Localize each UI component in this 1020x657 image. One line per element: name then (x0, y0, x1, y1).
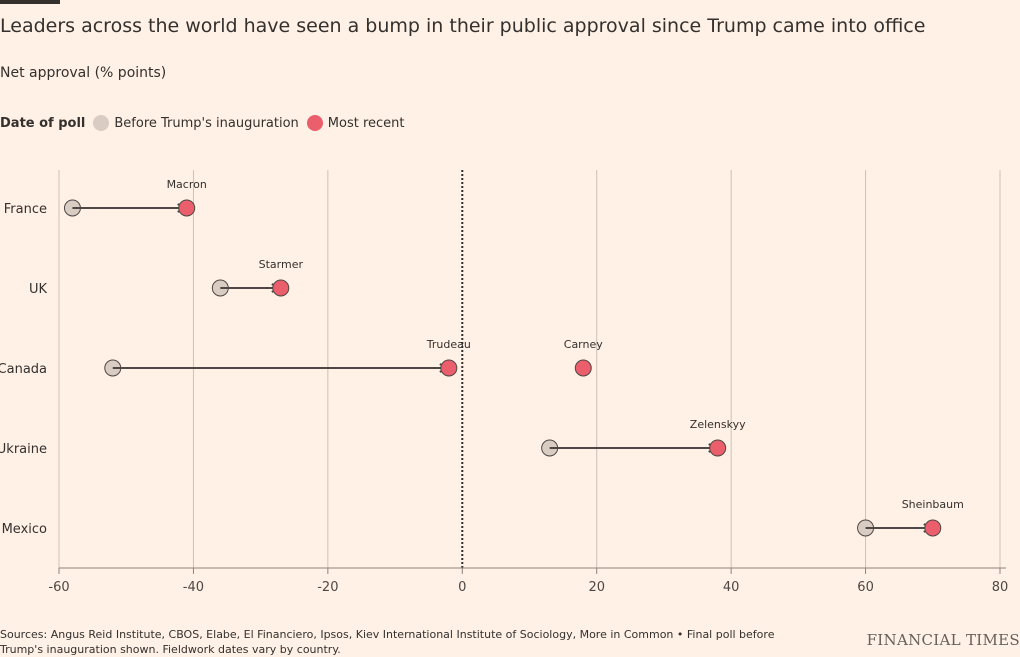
x-tick-label: 20 (588, 580, 605, 595)
recent-dot (178, 199, 196, 217)
country-label: UK (29, 282, 48, 297)
legend-dot-before (93, 115, 110, 131)
top-accent-bar (0, 0, 60, 4)
legend-label-recent: Most recent (327, 115, 405, 131)
leader-label: Sheinbaum (902, 498, 964, 511)
recent-dot (440, 359, 458, 377)
recent-dot (709, 439, 727, 457)
leader-label: Trudeau (426, 338, 471, 351)
recent-dot (574, 359, 592, 377)
recent-dot (272, 279, 290, 297)
leader-label: Carney (564, 338, 603, 351)
x-tick-label: 60 (857, 580, 874, 595)
chart-title: Leaders across the world have seen a bum… (0, 15, 926, 37)
x-tick-label: -40 (183, 580, 204, 595)
country-label: Canada (0, 362, 47, 377)
country-label: Ukraine (0, 442, 47, 457)
x-tick-label: 80 (992, 580, 1009, 595)
x-tick-label: -20 (317, 580, 338, 595)
brand-logo: FINANCIAL TIMES (866, 631, 1020, 649)
approval-chart: -60 -40 -20 0 20 40 60 80 France UK Canada Ukraine M… (0, 170, 1009, 595)
chart-subtitle: Net approval (% points) (0, 65, 167, 81)
legend-item-recent: Most recent (306, 115, 405, 131)
country-label: Mexico (2, 522, 47, 537)
legend-label-before: Before Trump's inauguration (114, 115, 299, 131)
leader-label: Starmer (259, 258, 304, 271)
legend-title: Date of poll (0, 115, 86, 131)
country-label: France (4, 202, 47, 217)
sources-note: Sources: Angus Reid Institute, CBOS, Ela… (0, 628, 775, 656)
legend-item-before: Before Trump's inauguration (93, 115, 299, 131)
legend: Date of poll Before Trump's inauguration… (0, 115, 413, 131)
x-tick-label: 40 (723, 580, 740, 595)
leader-label: Zelenskyy (690, 418, 746, 431)
legend-dot-recent (306, 115, 323, 131)
x-tick-label: 0 (458, 580, 466, 595)
x-tick-label: -60 (48, 580, 69, 595)
leader-label: Macron (167, 178, 207, 191)
recent-dot (924, 519, 942, 537)
